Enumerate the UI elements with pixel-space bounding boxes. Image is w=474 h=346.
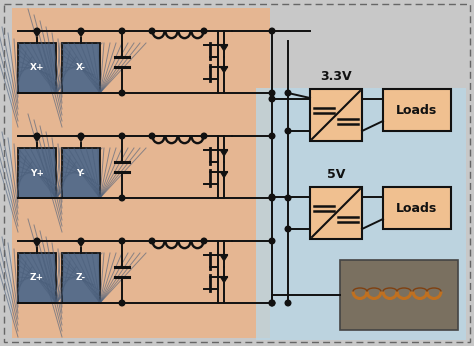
- Circle shape: [269, 195, 275, 201]
- Polygon shape: [220, 172, 228, 178]
- Circle shape: [201, 133, 207, 139]
- Circle shape: [149, 238, 155, 244]
- Text: Loads: Loads: [396, 201, 438, 215]
- Circle shape: [269, 194, 275, 200]
- Text: X+: X+: [30, 64, 44, 73]
- Bar: [18, 253, 56, 303]
- Text: Loads: Loads: [396, 103, 438, 117]
- Text: X-: X-: [76, 64, 86, 73]
- Circle shape: [119, 133, 125, 139]
- Circle shape: [201, 238, 207, 244]
- Polygon shape: [220, 277, 228, 283]
- Circle shape: [285, 90, 291, 96]
- Circle shape: [119, 90, 125, 96]
- Text: Z-: Z-: [76, 273, 86, 282]
- Bar: [256, 88, 466, 340]
- Polygon shape: [220, 45, 228, 51]
- Bar: [18, 43, 56, 93]
- Bar: [310, 187, 362, 239]
- Circle shape: [269, 238, 275, 244]
- Bar: [340, 260, 458, 330]
- Text: 5V: 5V: [327, 168, 345, 181]
- Circle shape: [149, 133, 155, 139]
- Circle shape: [34, 133, 40, 139]
- Text: Y-: Y-: [77, 169, 85, 177]
- Polygon shape: [34, 241, 40, 247]
- Circle shape: [119, 238, 125, 244]
- Circle shape: [119, 28, 125, 34]
- Circle shape: [119, 195, 125, 201]
- Circle shape: [119, 300, 125, 306]
- Circle shape: [269, 300, 275, 306]
- Text: Z+: Z+: [30, 273, 44, 282]
- Circle shape: [149, 28, 155, 34]
- Bar: [383, 187, 451, 229]
- Circle shape: [269, 133, 275, 139]
- Circle shape: [78, 28, 84, 34]
- Circle shape: [269, 300, 275, 306]
- Circle shape: [269, 96, 275, 102]
- Bar: [18, 148, 56, 198]
- Text: 3.3V: 3.3V: [320, 70, 352, 83]
- Bar: [62, 253, 100, 303]
- Circle shape: [34, 28, 40, 34]
- Circle shape: [78, 238, 84, 244]
- Polygon shape: [78, 241, 84, 247]
- Polygon shape: [78, 31, 84, 37]
- Polygon shape: [78, 136, 84, 142]
- Text: Y+: Y+: [30, 169, 44, 177]
- Bar: [62, 43, 100, 93]
- Circle shape: [34, 238, 40, 244]
- Polygon shape: [220, 151, 228, 156]
- Circle shape: [285, 195, 291, 201]
- Circle shape: [201, 28, 207, 34]
- Bar: [62, 148, 100, 198]
- Polygon shape: [220, 255, 228, 261]
- Polygon shape: [220, 67, 228, 73]
- Bar: [383, 89, 451, 131]
- Polygon shape: [34, 136, 40, 142]
- Bar: [12, 8, 270, 338]
- Circle shape: [285, 300, 291, 306]
- Bar: [310, 89, 362, 141]
- Circle shape: [78, 133, 84, 139]
- Circle shape: [269, 90, 275, 96]
- Circle shape: [269, 28, 275, 34]
- Circle shape: [285, 128, 291, 134]
- Polygon shape: [34, 31, 40, 37]
- Circle shape: [285, 226, 291, 232]
